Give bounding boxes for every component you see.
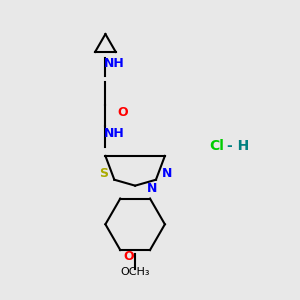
Text: - H: - H (227, 139, 250, 153)
Text: N: N (162, 167, 172, 180)
Text: O: O (123, 250, 134, 263)
Text: NH: NH (104, 127, 125, 140)
Text: S: S (100, 167, 109, 180)
Text: O: O (117, 106, 128, 119)
Text: NH: NH (104, 57, 125, 70)
Text: Cl: Cl (209, 139, 224, 153)
Text: N: N (147, 182, 158, 195)
Text: OCH₃: OCH₃ (120, 267, 150, 277)
